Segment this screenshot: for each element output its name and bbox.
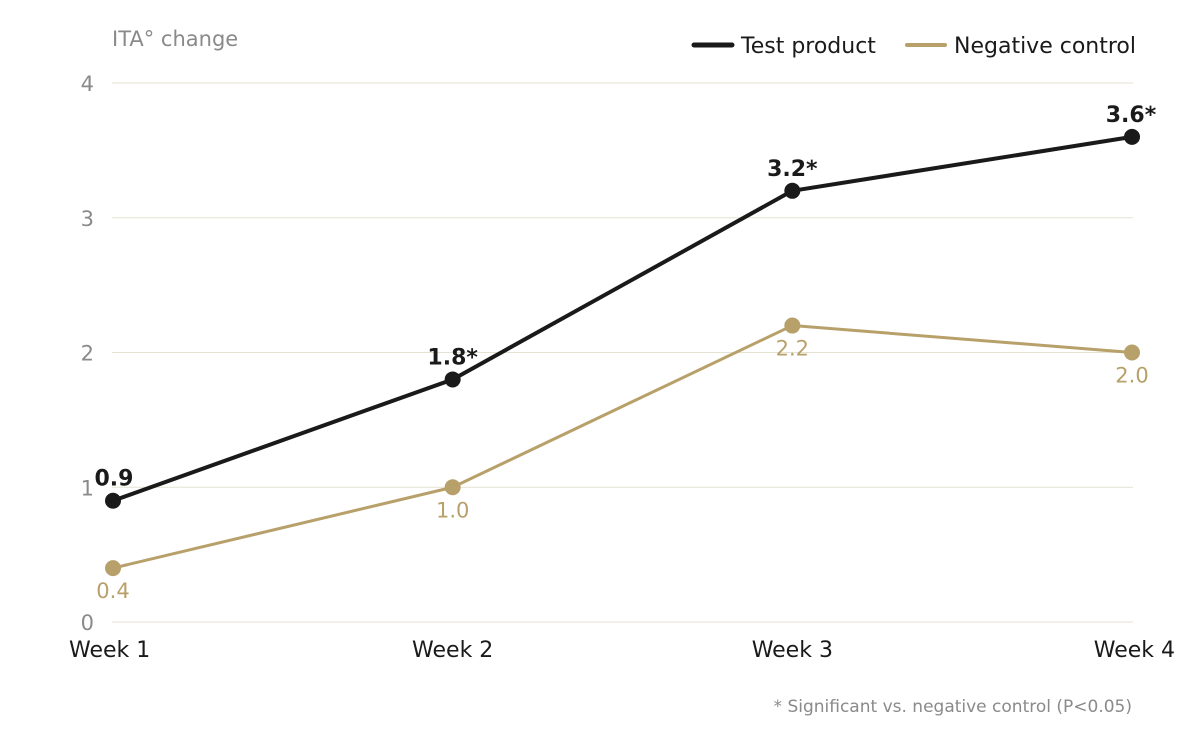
y-tick-label: 3 [81, 207, 94, 231]
x-axis-ticks: Week 1 Week 2 Week 3 Week 4 [69, 638, 1175, 663]
x-tick-label: Week 4 [1094, 638, 1175, 663]
y-tick-label: 2 [81, 342, 94, 366]
series-line [111, 134, 1134, 503]
data-point [105, 560, 121, 577]
legend-label: Test product [740, 34, 876, 59]
data-point [784, 182, 801, 199]
data-point [444, 371, 461, 388]
y-tick-label: 4 [81, 72, 94, 96]
data-point [444, 479, 461, 496]
x-tick-label: Week 1 [69, 638, 150, 663]
y-tick-label: 0 [81, 611, 94, 635]
x-tick-label: Week 2 [412, 638, 493, 663]
legend-label: Negative control [954, 34, 1136, 59]
data-label: 1.0 [436, 498, 469, 522]
data-label: 2.2 [776, 337, 809, 361]
y-axis-label: ITA° change [112, 27, 238, 51]
series-group: 0.9 1.8* 3.2* 3.6* 0.4 1.0 2.2 2.0 [95, 103, 1157, 603]
series-line [111, 324, 1134, 570]
footnote: * Significant vs. negative control (P<0.… [774, 697, 1132, 717]
data-label: 0.9 [95, 467, 134, 492]
x-tick-label: Week 3 [752, 638, 833, 663]
data-label: 3.2* [767, 157, 818, 182]
data-label: 3.6* [1106, 103, 1157, 128]
gridlines [112, 82, 1133, 623]
data-point [1124, 128, 1140, 145]
data-label: 2.0 [1115, 364, 1148, 388]
data-point [105, 492, 121, 509]
y-axis-ticks: 0 1 2 3 4 [81, 72, 94, 635]
data-point [784, 317, 801, 334]
data-label: 1.8* [427, 345, 478, 370]
data-point [1124, 344, 1140, 361]
data-label: 0.4 [96, 579, 129, 603]
y-tick-label: 1 [81, 476, 94, 500]
legend: Test product Negative control [691, 34, 1136, 59]
